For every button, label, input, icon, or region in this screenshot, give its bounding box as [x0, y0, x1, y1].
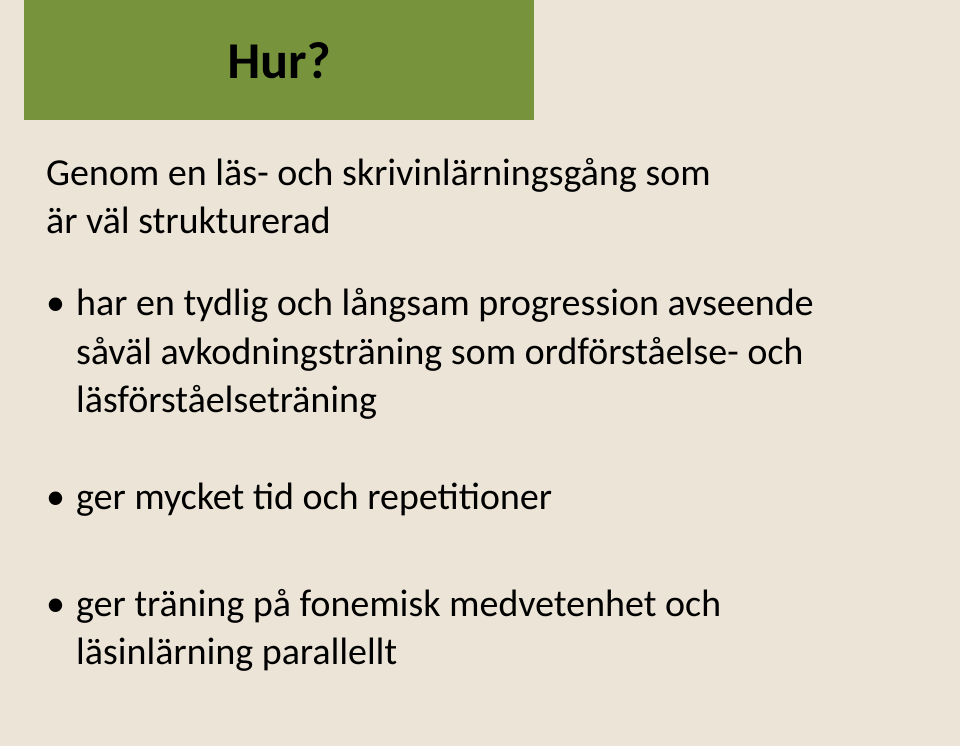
list-item: ger träning på fonemisk medvetenhet och …	[46, 580, 914, 677]
list-item: har en tydlig och långsam progression av…	[46, 279, 914, 425]
bullet-line: läsinlärning parallellt	[76, 629, 397, 675]
bullet-line: ger mycket tid och repetitioner	[76, 474, 552, 520]
slide-title: Hur?	[227, 28, 330, 92]
title-band: Hur?	[24, 0, 534, 120]
bullet-line: läsförståelseträning	[76, 377, 377, 423]
intro-line-2: är väl strukturerad	[46, 198, 331, 244]
bullet-line: ger träning på fonemisk medvetenhet och	[76, 581, 721, 627]
bullet-line: har en tydlig och långsam progression av…	[76, 280, 814, 326]
list-item: ger mycket tid och repetitioner	[46, 473, 914, 522]
slide-content: Genom en läs- och skrivinlärningsgång so…	[46, 150, 914, 677]
bullet-list: har en tydlig och långsam progression av…	[46, 279, 914, 677]
intro-text: Genom en läs- och skrivinlärningsgång so…	[46, 150, 914, 245]
intro-line-1: Genom en läs- och skrivinlärningsgång so…	[46, 150, 711, 196]
bullet-line: såväl avkodningsträning som ordförståels…	[76, 329, 803, 375]
